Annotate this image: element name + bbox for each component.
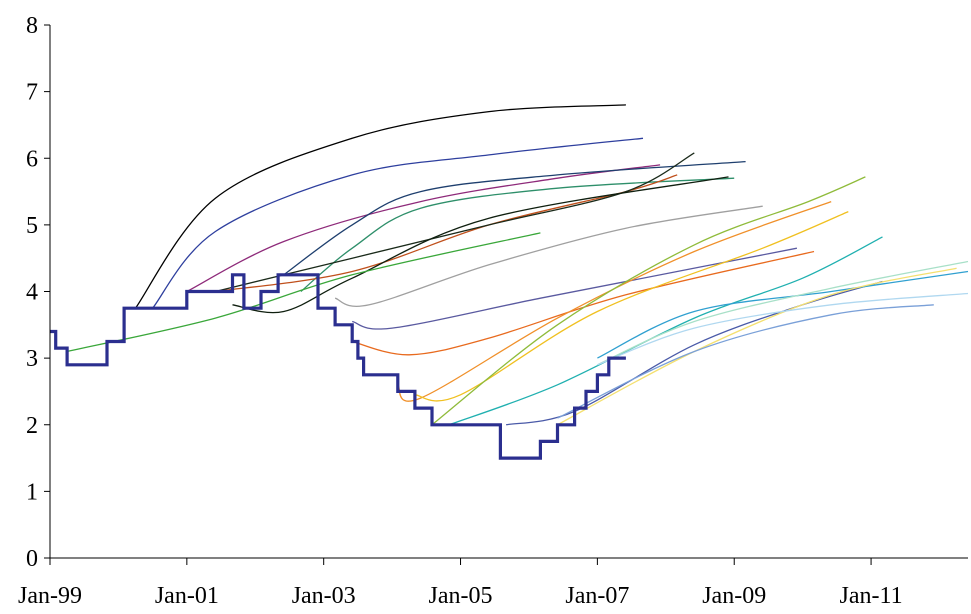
x-tick-label: Jan-03 xyxy=(292,583,356,609)
forward-curve-8 xyxy=(232,176,729,314)
forward-curve-2 xyxy=(152,137,644,309)
y-tick-label: 0 xyxy=(26,546,38,572)
y-tick-label: 1 xyxy=(26,479,38,505)
forward-curve-3 xyxy=(186,164,661,293)
x-tick-label: Jan-01 xyxy=(155,583,219,609)
y-tick-label: 6 xyxy=(26,146,38,172)
forward-curve-15 xyxy=(431,176,866,426)
x-tick-label: Jan-09 xyxy=(702,583,766,609)
forward-curve-1 xyxy=(134,104,626,309)
policy-rate-line xyxy=(50,273,626,460)
forward-curve-21 xyxy=(597,292,969,366)
forward-curve-10 xyxy=(334,205,763,307)
x-ticks: Jan-99 Jan-01 Jan-03 Jan-05 Jan-07 Jan-09 Jan-… xyxy=(18,558,903,609)
forward-curve-18 xyxy=(597,270,969,359)
policy-rate-layer xyxy=(50,273,626,460)
forward-curve-5 xyxy=(300,177,735,292)
forward-curve-7 xyxy=(215,152,695,293)
forward-curve-9 xyxy=(66,232,541,353)
y-tick-label: 2 xyxy=(26,413,38,439)
forward-curve-19 xyxy=(557,267,957,426)
y-tick-label: 4 xyxy=(26,280,38,306)
forward-curve-20 xyxy=(597,260,969,366)
forward-curve-16 xyxy=(448,236,883,426)
y-ticks: 0 1 2 3 4 5 6 7 8 xyxy=(26,13,50,572)
y-tick-label: 5 xyxy=(26,213,38,239)
y-tick-label: 3 xyxy=(26,346,38,372)
y-tick-label: 8 xyxy=(26,13,38,39)
x-tick-label: Jan-99 xyxy=(18,583,82,609)
x-tick-label: Jan-07 xyxy=(565,583,629,609)
x-tick-label: Jan-05 xyxy=(429,583,493,609)
forward-curve-17 xyxy=(505,280,883,426)
forward-curve-12 xyxy=(352,250,815,356)
forward-curve-22 xyxy=(557,304,934,419)
y-tick-label: 7 xyxy=(26,80,38,106)
forward-curve-13 xyxy=(397,200,832,402)
forward-curve-4 xyxy=(283,160,746,276)
forward-curve-14 xyxy=(414,211,849,402)
x-tick-label: Jan-11 xyxy=(840,583,903,609)
series-layer xyxy=(66,104,969,426)
